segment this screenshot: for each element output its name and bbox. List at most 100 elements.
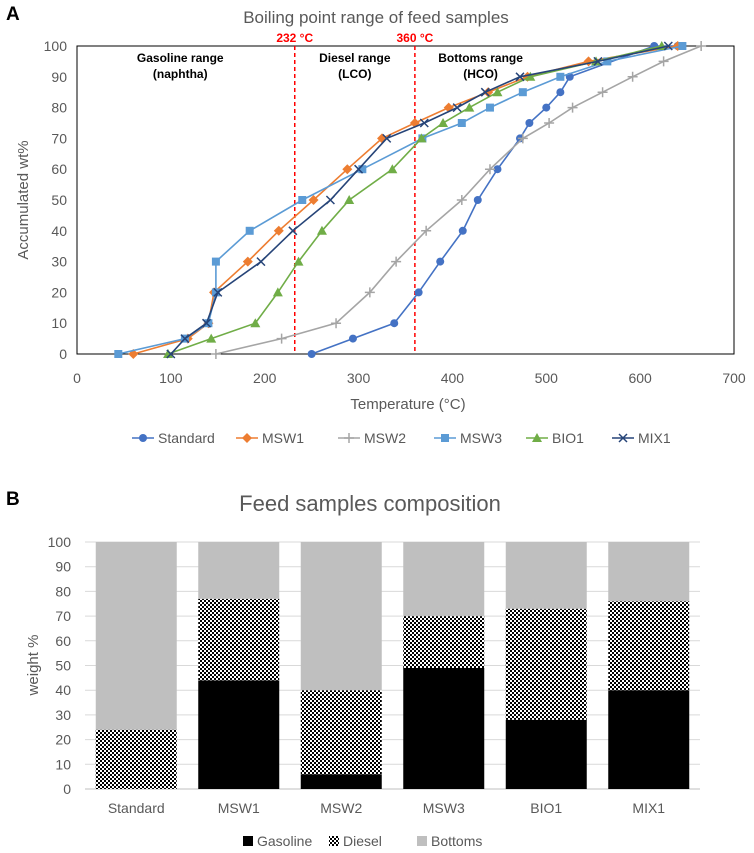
chart-b-title: Feed samples composition (239, 491, 501, 516)
series-line-mix1 (170, 45, 669, 355)
series-point-mix1 (382, 133, 392, 143)
chart-a-region-sublabel: (HCO) (463, 67, 498, 81)
series-point-standard (348, 334, 357, 343)
series-point-msw3 (678, 42, 687, 50)
bar-segment-diesel (300, 690, 382, 775)
chart-a-ylabel: Accumulated wt% (15, 140, 32, 259)
series-point-bio1 (387, 164, 398, 174)
series-point-standard (493, 165, 502, 174)
series-point-msw2 (517, 133, 528, 144)
bar-segment-diesel (198, 598, 280, 681)
series-point-msw2 (567, 102, 578, 113)
series-point-mix1 (213, 287, 223, 297)
series-point-mix1 (593, 56, 603, 66)
legend-label-diesel: Diesel (343, 833, 382, 849)
chart-a-plot: 0 10 20 30 40 50 60 70 80 90 100 0 100 200 300 400 500 60… (44, 31, 746, 386)
chart-a-xtick: 200 (253, 370, 277, 386)
series-point-standard (436, 257, 445, 266)
chart-a-ytick: 70 (51, 130, 67, 146)
series-point-mix1 (325, 195, 335, 205)
series-point-msw2 (696, 41, 707, 51)
series-point-msw3 (358, 165, 367, 174)
series-point-standard (458, 226, 467, 235)
chart-a-region-label: Diesel range (319, 51, 391, 65)
series-point-standard (414, 288, 423, 297)
chart-a-xtick: 300 (347, 370, 371, 386)
bar-segment-diesel (608, 601, 690, 691)
chart-b-ytick: 70 (55, 608, 71, 624)
chart-a-legend: Standard MSW1 MSW2 MSW3 BIO1 MIX1 (132, 430, 671, 446)
series-point-mix1 (288, 226, 298, 236)
series-point-msw3 (211, 257, 220, 266)
chart-b-ytick: 100 (48, 534, 72, 550)
series-point-msw2 (484, 164, 495, 175)
series-point-mix1 (180, 334, 190, 344)
series-point-mix1 (201, 318, 212, 328)
panel-b-label: B (6, 489, 20, 510)
chart-b-category-label: MIX1 (632, 800, 665, 816)
series-point-bio1 (293, 256, 304, 266)
chart-a-xtick: 0 (73, 370, 81, 386)
bar-segment-bottoms (95, 542, 177, 730)
chart-a-xlabel: Temperature (°C) (350, 396, 465, 413)
legend-marker-bio1 (532, 433, 542, 442)
bar-segment-bottoms (505, 542, 587, 609)
series-point-standard (556, 88, 565, 97)
chart-a-ytick: 90 (51, 69, 67, 85)
series-point-msw3 (457, 119, 466, 127)
series-point-msw2 (210, 349, 221, 359)
chart-b-ytick: 90 (55, 559, 71, 575)
series-point-mix1 (452, 103, 462, 113)
chart-a-region-label: Bottoms range (438, 51, 523, 65)
chart-a-xtick: 500 (535, 370, 559, 386)
chart-a-cutoff-label: 360 °C (396, 31, 433, 45)
series-point-msw3 (485, 103, 494, 112)
chart-a-ytick: 50 (51, 192, 67, 208)
series-point-msw3 (603, 57, 612, 66)
bar-segment-bottoms (198, 542, 280, 599)
series-point-msw3 (556, 72, 565, 81)
chart-a-plot-frame (76, 45, 735, 355)
series-point-msw3 (211, 288, 220, 297)
series-point-mix1 (354, 164, 364, 174)
chart-b-legend: Gasoline Diesel Bottoms (243, 833, 482, 849)
chart-a-region-sublabel: (naphtha) (153, 67, 208, 81)
series-point-bio1 (591, 56, 602, 66)
bar-segment-gasoline (505, 719, 587, 789)
chart-b-plot: 0 10 20 30 40 50 60 70 80 90 100 Standard MSW1 MSW2 MS… (48, 534, 700, 816)
chart-a-ytick: 100 (44, 38, 68, 54)
series-point-standard (525, 119, 534, 127)
series-point-msw2 (627, 71, 638, 82)
series-point-mix1 (515, 72, 525, 82)
series-point-bio1 (464, 102, 475, 112)
chart-a-cutoff-label: 232 °C (276, 31, 313, 45)
chart-a-ytick: 80 (51, 100, 67, 116)
chart-a-title: Boiling point range of feed samples (243, 8, 509, 27)
bar-segment-bottoms (300, 542, 382, 691)
legend-marker-msw2 (344, 433, 354, 443)
chart-b-category-label: BIO1 (530, 800, 562, 816)
chart-a-ytick: 30 (51, 254, 67, 270)
chart-a-xtick: 700 (722, 370, 746, 386)
series-point-bio1 (206, 333, 217, 343)
legend-label-mix1: MIX1 (638, 430, 671, 446)
bar-segment-gasoline (300, 774, 382, 789)
legend-marker-msw3 (441, 434, 449, 442)
bar-segment-bottoms (608, 542, 690, 602)
legend-marker-mix1 (618, 433, 628, 443)
series-point-bio1 (416, 133, 427, 143)
bar-segment-bottoms (403, 542, 485, 617)
chart-a-region-label: Gasoline range (137, 51, 224, 65)
series-point-standard (473, 196, 482, 204)
bar-segment-gasoline (403, 667, 485, 789)
series-point-msw1 (242, 256, 253, 267)
chart-b-ytick: 30 (55, 707, 71, 723)
bar-segment-diesel (95, 729, 177, 789)
series-point-mix1 (419, 118, 429, 128)
series-point-bio1 (344, 195, 355, 204)
legend-label-gasoline: Gasoline (257, 833, 312, 849)
chart-b-ytick: 80 (55, 583, 71, 599)
series-point-bio1 (525, 71, 536, 81)
chart-a-ytick: 20 (51, 284, 67, 300)
